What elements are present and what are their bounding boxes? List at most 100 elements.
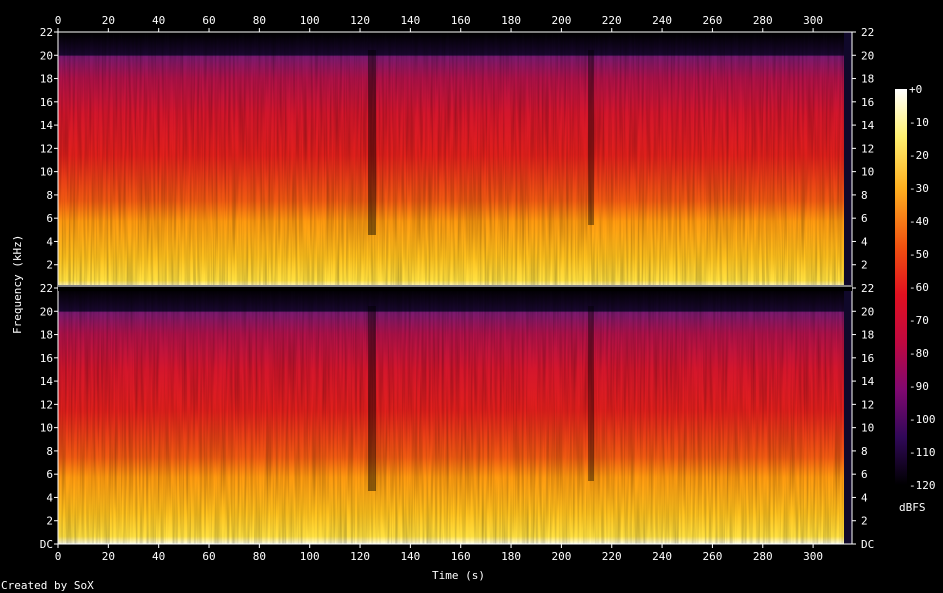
y-tick-label-left: 10 <box>40 422 53 435</box>
colorbar <box>895 89 907 485</box>
colorbar-tick-label: +0 <box>909 83 922 96</box>
colorbar-tick-label: -10 <box>909 116 929 129</box>
y-tick-label-left: 16 <box>40 352 53 365</box>
x-tick-label-bottom: 80 <box>253 550 266 563</box>
y-tick-label-left: 8 <box>46 445 53 458</box>
x-tick-label-top: 220 <box>602 14 622 27</box>
axis-ticks <box>54 28 856 548</box>
x-tick-label-bottom: 260 <box>702 550 722 563</box>
y-tick-label-left: 20 <box>40 49 53 62</box>
y-tick-label-left: 12 <box>40 398 53 411</box>
y-tick-label-right: 8 <box>861 445 868 458</box>
y-tick-label-left: 2 <box>46 515 53 528</box>
x-tick-label-bottom: 220 <box>602 550 622 563</box>
y-tick-label-left: 4 <box>46 235 53 248</box>
channel-1-fadeout <box>844 32 852 288</box>
y-tick-label-right: 18 <box>861 329 874 342</box>
y-tick-label-left: 6 <box>46 468 53 481</box>
y-tick-label-left: 8 <box>46 189 53 202</box>
y-tick-label-left: 14 <box>40 375 54 388</box>
x-axis-label: Time (s) <box>432 569 485 582</box>
y-tick-label-left: 10 <box>40 166 53 179</box>
x-tick-label-top: 200 <box>551 14 571 27</box>
x-tick-label-bottom: 60 <box>202 550 215 563</box>
x-tick-label-top: 120 <box>350 14 370 27</box>
y-tick-label-right: 16 <box>861 352 874 365</box>
channel-2-texture <box>58 288 844 544</box>
channel-1-texture <box>58 32 844 288</box>
y-tick-label-left: 14 <box>40 119 54 132</box>
channel-1-panel <box>57 31 853 289</box>
y-tick-label-left: 2 <box>46 259 53 272</box>
channel-2-dropout <box>588 306 594 481</box>
y-tick-label-right: 12 <box>861 142 874 155</box>
y-tick-label-right: 10 <box>861 422 874 435</box>
x-tick-label-top: 80 <box>253 14 266 27</box>
colorbar-tick-label: -70 <box>909 314 929 327</box>
colorbar-tick-label: -120 <box>909 479 936 492</box>
y-tick-label-right: 10 <box>861 166 874 179</box>
y-tick-label-left: 4 <box>46 491 53 504</box>
x-tick-label-bottom: 120 <box>350 550 370 563</box>
x-tick-label-top: 20 <box>102 14 115 27</box>
y-tick-label-right: 2 <box>861 515 868 528</box>
channel-2-dropout <box>368 306 376 491</box>
x-tick-label-top: 160 <box>451 14 471 27</box>
y-tick-label-left: 18 <box>40 329 53 342</box>
y-tick-label-left: DC <box>40 538 53 551</box>
x-tick-label-bottom: 200 <box>551 550 571 563</box>
channel-2-fadeout <box>844 288 852 544</box>
colorbar-tick-label: -100 <box>909 413 936 426</box>
colorbar-tick-label: -80 <box>909 347 929 360</box>
colorbar-tick-label: -20 <box>909 149 929 162</box>
y-tick-label-right: 8 <box>861 189 868 202</box>
colorbar-tick-label: -30 <box>909 182 929 195</box>
x-tick-label-top: 300 <box>803 14 823 27</box>
channel-1-dropout <box>588 50 594 225</box>
colorbar-tick-label: -90 <box>909 380 929 393</box>
x-tick-label-top: 100 <box>300 14 320 27</box>
x-tick-label-top: 280 <box>753 14 773 27</box>
channel-1-dropout <box>368 50 376 235</box>
x-tick-label-bottom: 0 <box>55 550 62 563</box>
y-tick-label-left: 22 <box>40 26 53 39</box>
y-tick-label-left: 6 <box>46 212 53 225</box>
y-tick-label-right: 20 <box>861 305 874 318</box>
x-tick-label-top: 0 <box>55 14 62 27</box>
y-tick-label-right: 14 <box>861 119 875 132</box>
colorbar-tick-labels: +0 -10 -20 -30 -40 -50 -60 -70 -80 -90 -100 -110 -12… <box>909 83 936 492</box>
y-tick-label-right: 22 <box>861 26 874 39</box>
y-tick-label-right: 6 <box>861 212 868 225</box>
x-tick-label-bottom: 140 <box>400 550 420 563</box>
y-tick-label-right: 12 <box>861 398 874 411</box>
x-tick-label-bottom: 40 <box>152 550 165 563</box>
x-tick-label-top: 240 <box>652 14 672 27</box>
y-tick-label-right: 2 <box>861 259 868 272</box>
y-tick-label-left: 22 <box>40 282 53 295</box>
x-tick-label-top: 140 <box>400 14 420 27</box>
y-axis-label: Frequency (kHz) <box>11 235 24 334</box>
colorbar-tick-label: -110 <box>909 446 936 459</box>
colorbar-tick-label: -40 <box>909 215 929 228</box>
y-tick-label-right: DC <box>861 538 874 551</box>
x-tick-label-bottom: 300 <box>803 550 823 563</box>
x-tick-label-bottom: 20 <box>102 550 115 563</box>
channel-2-panel <box>57 287 853 545</box>
y-tick-label-right: 4 <box>861 491 868 504</box>
x-tick-label-top: 180 <box>501 14 521 27</box>
y-tick-label-left: 20 <box>40 305 53 318</box>
footer-credit: Created by SoX <box>1 579 94 592</box>
x-tick-label-top: 60 <box>202 14 215 27</box>
colorbar-tick-label: -60 <box>909 281 929 294</box>
colorbar-tick-label: -50 <box>909 248 929 261</box>
x-tick-label-bottom: 240 <box>652 550 672 563</box>
x-tick-label-bottom: 280 <box>753 550 773 563</box>
y-tick-label-right: 4 <box>861 235 868 248</box>
y-tick-label-right: 20 <box>861 49 874 62</box>
y-tick-label-right: 18 <box>861 73 874 86</box>
x-tick-label-bottom: 180 <box>501 550 521 563</box>
y-tick-label-left: 12 <box>40 142 53 155</box>
x-tick-label-top: 40 <box>152 14 165 27</box>
colorbar-label: dBFS <box>899 501 926 514</box>
